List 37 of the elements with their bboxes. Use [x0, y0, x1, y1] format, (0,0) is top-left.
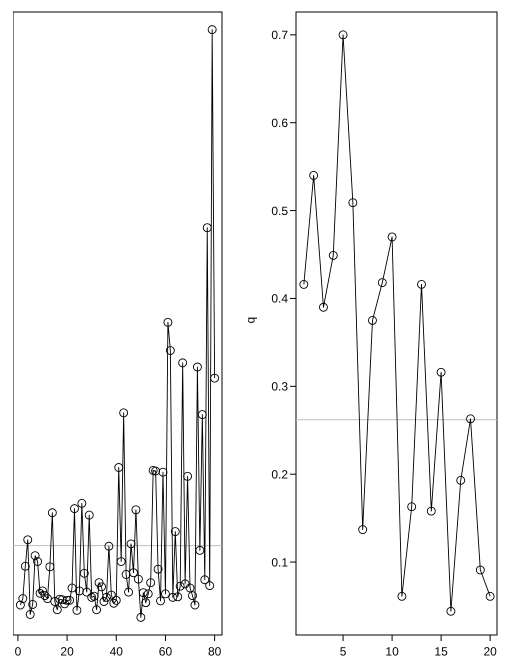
point [348, 198, 358, 208]
x-tick-label: 80 [208, 644, 222, 659]
point [299, 280, 308, 289]
point [407, 502, 416, 512]
y-tick-label: 0.4 [271, 292, 288, 306]
y-tick-label: 0.7 [271, 28, 288, 42]
point [368, 316, 377, 325]
point [426, 506, 436, 516]
point [466, 414, 475, 424]
point [309, 170, 318, 180]
x-tick-label: 20 [483, 644, 498, 659]
point [378, 278, 387, 288]
y-tick-label: 0.5 [271, 204, 288, 218]
y-axis-title: q [243, 316, 258, 324]
point [338, 30, 348, 40]
y-tick-label: 0.2 [271, 467, 288, 482]
y-tick-label: 0.6 [271, 116, 288, 130]
y-tick-label: 0.1 [271, 555, 288, 570]
point [388, 232, 397, 242]
point [446, 606, 456, 616]
x-tick-label: 10 [385, 644, 400, 659]
x-tick-label: 0 [14, 644, 22, 659]
x-tick-label: 60 [158, 644, 172, 659]
y-tick-label: 0.3 [271, 380, 288, 394]
point [328, 250, 338, 260]
point [456, 476, 466, 485]
point [486, 592, 495, 601]
x-tick-label: 40 [110, 644, 124, 659]
point [476, 566, 485, 574]
point [319, 302, 328, 312]
x-tick-label: 5 [340, 644, 347, 659]
x-tick-label: 20 [60, 644, 74, 659]
point [436, 368, 446, 377]
point [358, 525, 368, 534]
x-tick-label: 15 [434, 644, 448, 659]
point [397, 592, 406, 601]
point [417, 280, 426, 289]
